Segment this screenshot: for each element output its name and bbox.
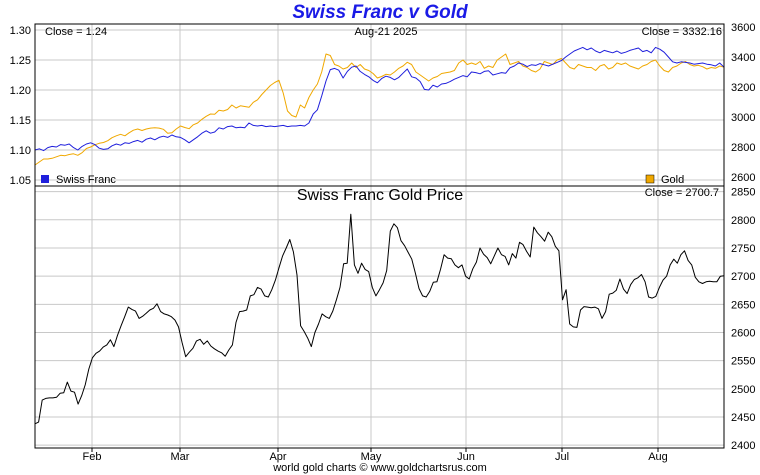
y-left-tick-label: 1.05 xyxy=(10,175,31,187)
y-right-tick-label: 2800 xyxy=(731,142,755,154)
x-tick-label: Mar xyxy=(171,451,190,463)
footer-credit: world gold charts © www.goldchartsrus.co… xyxy=(273,462,487,474)
y-bottom-tick-label: 2600 xyxy=(731,327,755,339)
bottom-panel-frame xyxy=(34,185,725,449)
y-right-tick-label: 3400 xyxy=(731,52,755,64)
x-tick-label: Jun xyxy=(457,451,475,463)
gold-price-chf-line xyxy=(34,213,725,425)
y-bottom-tick-label: 2700 xyxy=(731,271,755,283)
chart-title: Swiss Franc v Gold xyxy=(292,2,468,23)
top-panel-frame xyxy=(34,23,725,187)
top-date-label: Aug-21 2025 xyxy=(355,26,418,38)
x-tick-label: Feb xyxy=(83,451,102,463)
y-bottom-tick-label: 2450 xyxy=(731,412,755,424)
y-bottom-tick-label: 2500 xyxy=(731,384,755,396)
legend-swatch-gold xyxy=(645,174,655,184)
bottom-close-right: Close = 2700.7 xyxy=(645,187,719,199)
axis-layer: Feb Mar Apr May Jun Jul Aug 1.30 1.25 1.20 1.15 1.1… xyxy=(10,22,756,463)
y-bottom-tick-label: 2850 xyxy=(731,187,755,199)
y-right-tick-label: 3600 xyxy=(731,22,755,34)
y-right-tick-label: 3200 xyxy=(731,82,755,94)
y-bottom-tick-label: 2750 xyxy=(731,243,755,255)
x-tick-label: Jul xyxy=(555,451,569,463)
y-bottom-tick-label: 2550 xyxy=(731,356,755,368)
y-left-tick-label: 1.20 xyxy=(10,85,31,97)
bottom-panel-title: Swiss Franc Gold Price xyxy=(297,187,463,204)
y-left-tick-label: 1.25 xyxy=(10,55,31,67)
y-bottom-tick-label: 2400 xyxy=(731,440,755,452)
y-right-tick-label: 2600 xyxy=(731,172,755,184)
top-close-right: Close = 3332.16 xyxy=(642,26,722,38)
x-tick-label: Apr xyxy=(269,451,286,463)
gold-series-line xyxy=(34,53,725,166)
grid-layer xyxy=(35,24,724,448)
y-left-tick-label: 1.15 xyxy=(10,115,31,127)
y-right-tick-label: 3000 xyxy=(731,112,755,124)
y-left-tick-label: 1.30 xyxy=(10,25,31,37)
x-tick-label: May xyxy=(361,451,382,463)
legend-swatch-franc xyxy=(41,175,49,183)
y-bottom-tick-label: 2800 xyxy=(731,215,755,227)
top-close-left: Close = 1.24 xyxy=(45,26,107,38)
legend-label-franc: Swiss Franc xyxy=(56,174,116,186)
x-tick-label: Aug xyxy=(648,451,668,463)
y-bottom-tick-label: 2650 xyxy=(731,299,755,311)
swiss-franc-series-line xyxy=(34,46,725,152)
legend-label-gold: Gold xyxy=(661,174,684,186)
series-layer xyxy=(34,46,725,425)
y-left-tick-label: 1.10 xyxy=(10,145,31,157)
